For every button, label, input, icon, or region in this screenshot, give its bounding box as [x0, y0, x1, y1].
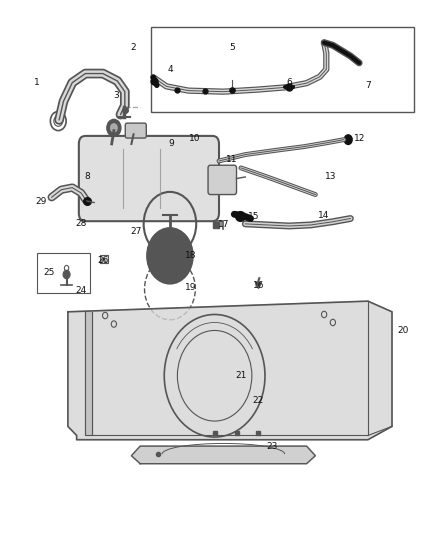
Text: 18: 18: [185, 252, 196, 260]
Text: 7: 7: [365, 81, 371, 90]
Text: 3: 3: [113, 92, 119, 100]
Text: 29: 29: [35, 197, 46, 206]
Text: 28: 28: [75, 220, 87, 228]
Polygon shape: [85, 312, 92, 435]
Bar: [37, 253, 90, 293]
Text: 17: 17: [218, 221, 229, 229]
Text: 12: 12: [353, 134, 365, 143]
Text: 26: 26: [97, 256, 109, 264]
Text: 27: 27: [130, 228, 141, 236]
Circle shape: [63, 270, 70, 279]
Text: 1: 1: [34, 78, 40, 87]
Text: 10: 10: [189, 134, 201, 143]
FancyBboxPatch shape: [79, 136, 219, 221]
Text: 15: 15: [248, 213, 260, 221]
Circle shape: [162, 246, 178, 265]
Polygon shape: [131, 446, 315, 464]
Text: 25: 25: [43, 269, 55, 277]
FancyBboxPatch shape: [208, 165, 237, 195]
Text: 13: 13: [325, 173, 336, 181]
Text: 19: 19: [185, 284, 196, 292]
Bar: [100, 255, 108, 263]
FancyBboxPatch shape: [125, 123, 146, 138]
Text: 14: 14: [318, 212, 330, 220]
Text: 4: 4: [168, 65, 173, 74]
Text: 8: 8: [85, 173, 91, 181]
Polygon shape: [68, 301, 392, 440]
Text: 2: 2: [131, 44, 136, 52]
Text: 20: 20: [397, 326, 409, 335]
Circle shape: [147, 228, 193, 284]
Text: 6: 6: [286, 78, 292, 87]
Text: 5: 5: [229, 44, 235, 52]
Circle shape: [344, 135, 352, 144]
Bar: [151, 27, 414, 112]
Text: 16: 16: [253, 281, 264, 289]
Text: 21: 21: [235, 372, 247, 380]
Text: 9: 9: [168, 140, 174, 148]
Circle shape: [107, 119, 121, 136]
Text: 11: 11: [226, 156, 238, 164]
Circle shape: [110, 123, 118, 133]
Text: 22: 22: [253, 397, 264, 405]
Text: 23: 23: [266, 442, 277, 451]
Text: 24: 24: [75, 286, 87, 295]
